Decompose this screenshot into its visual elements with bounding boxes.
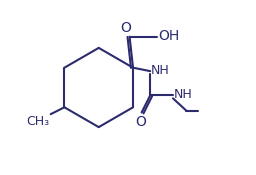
Text: O: O — [135, 115, 146, 129]
Text: NH: NH — [151, 64, 170, 77]
Text: OH: OH — [158, 29, 179, 43]
Text: CH₃: CH₃ — [26, 115, 49, 128]
Text: O: O — [120, 21, 131, 35]
Text: NH: NH — [173, 88, 192, 101]
